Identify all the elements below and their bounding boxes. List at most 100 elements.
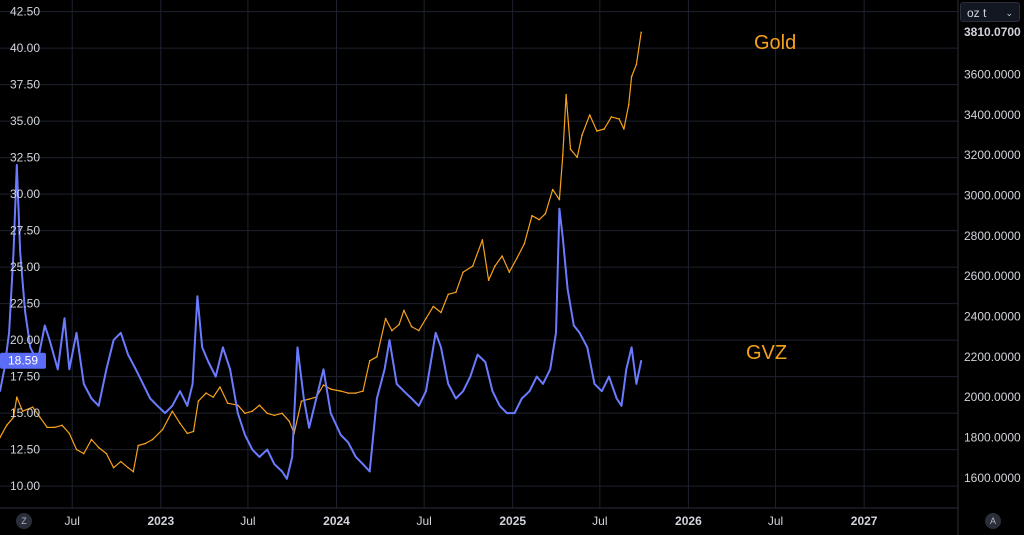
gold-data-point: [16, 396, 18, 398]
gold-data-point: [362, 390, 364, 392]
left-axis-tick-label: 42.50: [10, 5, 40, 19]
x-axis-tick-label: Jul: [240, 514, 255, 528]
gold-data-point: [635, 63, 638, 66]
x-axis-tick-label: Jul: [65, 514, 80, 528]
gold-data-point: [300, 400, 303, 402]
x-axis-tick-label: Jul: [592, 514, 607, 528]
gvz-data-point: [608, 375, 610, 378]
gvz-data-point: [600, 390, 603, 393]
gvz-data-point: [469, 375, 472, 378]
right-axis-tick-label: 3600.0000: [964, 68, 1021, 82]
gvz-data-point: [75, 332, 78, 334]
gvz-data-point: [498, 405, 501, 407]
gold-data-point: [179, 422, 181, 425]
current-value-badge-text: 18.59: [8, 354, 38, 368]
gold-data-point: [112, 466, 115, 469]
gvz-data-point: [97, 405, 100, 407]
gvz-data-point: [383, 368, 386, 371]
gvz-data-point: [635, 383, 638, 385]
gold-series-label: Gold: [754, 32, 796, 54]
gvz-data-point: [362, 463, 364, 466]
right-axis-tick-label: 2800.0000: [964, 229, 1021, 243]
gold-data-point: [368, 360, 371, 362]
gvz-data-point: [578, 332, 581, 334]
right-axis-tick-label: 2000.0000: [964, 390, 1021, 404]
gvz-data-point: [615, 397, 618, 400]
gold-data-point: [212, 396, 215, 398]
gold-data-point: [544, 212, 547, 215]
gvz-data-point: [528, 390, 531, 393]
right-axis-tick-label: 1600.0000: [964, 471, 1021, 485]
gold-data-point: [418, 329, 420, 332]
gvz-data-point: [315, 397, 318, 400]
gvz-data-point: [286, 478, 288, 480]
current-value-badge-bg: [0, 352, 46, 369]
x-axis-tick-label: Jul: [768, 514, 783, 528]
gold-data-point: [288, 420, 291, 423]
x-axis-tick-label: Jul: [416, 514, 431, 528]
gvz-data-point: [156, 405, 159, 407]
gvz-data-point: [388, 339, 391, 341]
gvz-data-point: [8, 332, 10, 334]
gold-data-point: [596, 130, 598, 132]
gvz-data-point: [179, 390, 181, 393]
gvz-data-point: [462, 390, 464, 393]
gold-data-point: [403, 309, 405, 312]
gold-data-point: [192, 430, 195, 433]
gold-data-point: [347, 392, 349, 394]
right-axis-tick-label: 3000.0000: [964, 189, 1021, 203]
gold-data-point: [561, 154, 564, 157]
gold-data-point: [144, 442, 147, 445]
gvz-data-point: [549, 368, 552, 371]
gvz-data-point: [171, 405, 174, 407]
left-axis-tick-label: 22.50: [10, 297, 40, 311]
gold-data-point: [384, 317, 387, 320]
x-axis-ticks: Jul 2023 Jul 2024 Jul 2025 Jul 2026 Jul 2027: [65, 514, 878, 528]
gold-data-point: [462, 271, 464, 273]
gold-data-point: [105, 452, 108, 455]
gvz-data-point: [354, 456, 357, 458]
left-axis-tick-label: 10.00: [10, 479, 40, 493]
chevron-down-icon: ⌄: [1005, 8, 1013, 18]
x-axis-tick-label: 2026: [675, 514, 702, 528]
gold-data-point: [471, 265, 474, 267]
gvz-series-label: GVZ: [746, 342, 787, 364]
gold-data-point: [623, 128, 625, 130]
gold-data-point: [251, 410, 254, 413]
gold-data-point: [161, 428, 164, 431]
gvz-data-point: [308, 426, 310, 429]
gvz-data-point: [625, 368, 628, 371]
gvz-data-point: [447, 383, 449, 385]
gold-data-point: [132, 470, 135, 473]
gold-data-point: [308, 398, 310, 400]
gvz-data-point: [164, 412, 166, 414]
gold-data-point: [82, 452, 85, 455]
gvz-data-point: [16, 164, 18, 166]
auto-scale-right-button[interactable]: A: [985, 513, 1001, 529]
right-axis-tick-label: 3200.0000: [964, 148, 1021, 162]
gold-data-point: [494, 265, 496, 267]
left-axis-tick-label: 40.00: [10, 41, 40, 55]
left-axis-tick-label: 30.00: [10, 187, 40, 201]
series-layer: [0, 31, 643, 480]
current-value-badge: 18.59: [0, 352, 46, 369]
right-axis-tick-label: 2600.0000: [964, 269, 1021, 283]
auto-scale-left-button[interactable]: Z: [16, 513, 32, 529]
gvz-data-point: [24, 310, 26, 312]
gvz-data-point: [535, 375, 538, 378]
gold-data-point: [281, 412, 283, 415]
gvz-data-point: [593, 383, 596, 385]
gold-data-point: [425, 317, 427, 320]
gold-data-point: [618, 118, 620, 120]
gold-data-point: [398, 323, 400, 326]
unit-selector[interactable]: oz t ⌄: [960, 2, 1020, 22]
x-axis-tick-label: 2025: [499, 514, 526, 528]
gvz-data-point: [620, 405, 623, 407]
gold-data-point: [226, 402, 229, 404]
gvz-data-point: [68, 368, 71, 371]
auto-scale-left-label: Z: [21, 516, 27, 526]
gold-data-point: [455, 291, 457, 294]
gvz-data-point: [105, 368, 108, 371]
gold-data-point: [137, 444, 139, 447]
gold-data-point: [391, 329, 393, 332]
